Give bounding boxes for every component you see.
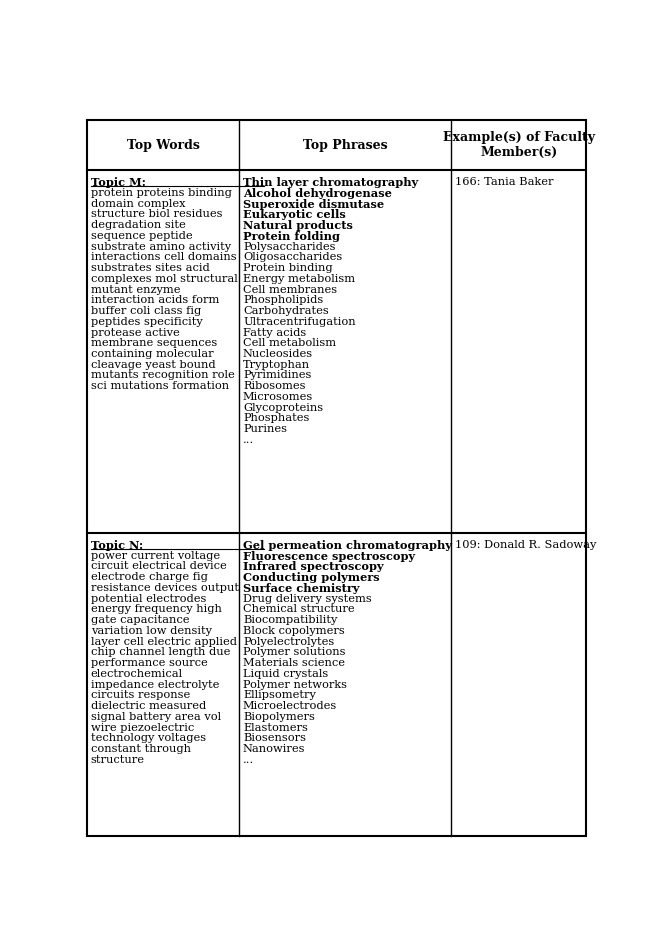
Text: structure biol residues: structure biol residues — [91, 209, 222, 220]
Text: Phosphates: Phosphates — [243, 413, 309, 423]
Text: Cell membranes: Cell membranes — [243, 285, 337, 294]
Text: technology voltages: technology voltages — [91, 734, 206, 743]
Text: potential electrodes: potential electrodes — [91, 594, 206, 604]
Text: Energy metabolism: Energy metabolism — [243, 273, 355, 284]
Text: power current voltage: power current voltage — [91, 551, 220, 561]
Text: substrate amino activity: substrate amino activity — [91, 241, 231, 252]
Text: protease active: protease active — [91, 327, 179, 338]
Text: protein proteins binding: protein proteins binding — [91, 188, 232, 198]
Text: Surface chemistry: Surface chemistry — [243, 583, 359, 594]
Text: Protein folding: Protein folding — [243, 231, 340, 241]
Text: Fluorescence spectroscopy: Fluorescence spectroscopy — [243, 551, 415, 562]
Text: variation low density: variation low density — [91, 626, 212, 636]
Text: Biopolymers: Biopolymers — [243, 712, 315, 722]
Text: sequence peptide: sequence peptide — [91, 231, 193, 240]
Text: resistance devices output: resistance devices output — [91, 583, 238, 593]
Text: Top Words: Top Words — [127, 139, 200, 152]
Text: Infrared spectroscopy: Infrared spectroscopy — [243, 561, 384, 572]
Text: Ellipsometry: Ellipsometry — [243, 690, 316, 701]
Text: Materials science: Materials science — [243, 658, 345, 669]
Text: Topic N:: Topic N: — [91, 540, 143, 551]
Text: impedance electrolyte: impedance electrolyte — [91, 680, 219, 689]
Text: 166: Tania Baker: 166: Tania Baker — [455, 177, 554, 187]
Text: Conducting polymers: Conducting polymers — [243, 572, 380, 583]
Text: Gel permeation chromatography: Gel permeation chromatography — [243, 540, 452, 551]
Text: Purines: Purines — [243, 424, 287, 434]
Text: mutant enzyme: mutant enzyme — [91, 285, 180, 294]
Text: ...: ... — [243, 754, 254, 765]
Text: mutants recognition role: mutants recognition role — [91, 371, 235, 380]
Text: circuit electrical device: circuit electrical device — [91, 561, 227, 571]
Text: Topic M:: Topic M: — [91, 177, 146, 188]
Text: membrane sequences: membrane sequences — [91, 339, 217, 348]
Text: Nanowires: Nanowires — [243, 744, 306, 754]
Text: electrode charge fig: electrode charge fig — [91, 572, 208, 582]
Text: Biocompatibility: Biocompatibility — [243, 615, 337, 625]
Text: Phospholipids: Phospholipids — [243, 295, 323, 306]
Text: interaction acids form: interaction acids form — [91, 295, 219, 306]
Text: Example(s) of Faculty
Member(s): Example(s) of Faculty Member(s) — [443, 131, 595, 159]
Text: Polysaccharides: Polysaccharides — [243, 241, 336, 252]
Text: wire piezoelectric: wire piezoelectric — [91, 722, 194, 733]
Text: Microelectrodes: Microelectrodes — [243, 702, 337, 711]
Text: Ultracentrifugation: Ultracentrifugation — [243, 317, 355, 327]
Text: layer cell electric applied: layer cell electric applied — [91, 637, 237, 647]
Text: Superoxide dismutase: Superoxide dismutase — [243, 199, 384, 209]
Text: Tryptophan: Tryptophan — [243, 359, 310, 370]
Text: Glycoproteins: Glycoproteins — [243, 403, 323, 413]
Text: peptides specificity: peptides specificity — [91, 317, 202, 327]
Text: Ribosomes: Ribosomes — [243, 381, 306, 391]
Text: complexes mol structural: complexes mol structural — [91, 273, 238, 284]
Text: circuits response: circuits response — [91, 690, 190, 701]
Text: buffer coli class fig: buffer coli class fig — [91, 306, 201, 316]
Text: Polymer networks: Polymer networks — [243, 680, 347, 689]
Text: Biosensors: Biosensors — [243, 734, 306, 743]
Text: domain complex: domain complex — [91, 199, 185, 208]
Text: Block copolymers: Block copolymers — [243, 626, 345, 636]
Text: Thin layer chromatography: Thin layer chromatography — [243, 177, 419, 188]
Text: Carbohydrates: Carbohydrates — [243, 306, 328, 316]
Text: degradation site: degradation site — [91, 220, 185, 230]
Text: interactions cell domains: interactions cell domains — [91, 253, 237, 262]
Text: 109: Donald R. Sadoway: 109: Donald R. Sadoway — [455, 540, 597, 550]
Text: signal battery area vol: signal battery area vol — [91, 712, 221, 722]
Text: electrochemical: electrochemical — [91, 669, 183, 679]
Text: Top Phrases: Top Phrases — [303, 139, 388, 152]
Text: Elastomers: Elastomers — [243, 722, 308, 733]
Text: Polyelectrolytes: Polyelectrolytes — [243, 637, 334, 647]
Text: Natural products: Natural products — [243, 220, 353, 231]
Text: ...: ... — [243, 435, 254, 445]
Text: Alcohol dehydrogenase: Alcohol dehydrogenase — [243, 188, 392, 199]
Text: Chemical structure: Chemical structure — [243, 604, 355, 615]
Text: gate capacitance: gate capacitance — [91, 615, 189, 625]
Text: cleavage yeast bound: cleavage yeast bound — [91, 359, 215, 370]
Text: Protein binding: Protein binding — [243, 263, 332, 273]
Text: sci mutations formation: sci mutations formation — [91, 381, 229, 391]
Text: substrates sites acid: substrates sites acid — [91, 263, 210, 273]
Text: Microsomes: Microsomes — [243, 392, 313, 402]
Text: chip channel length due: chip channel length due — [91, 648, 230, 657]
Text: containing molecular: containing molecular — [91, 349, 214, 359]
Text: energy frequency high: energy frequency high — [91, 604, 221, 615]
Text: Oligosaccharides: Oligosaccharides — [243, 253, 342, 262]
Text: Fatty acids: Fatty acids — [243, 327, 306, 338]
Text: Drug delivery systems: Drug delivery systems — [243, 594, 372, 604]
Text: Polymer solutions: Polymer solutions — [243, 648, 346, 657]
Text: Cell metabolism: Cell metabolism — [243, 339, 336, 348]
Text: constant through: constant through — [91, 744, 191, 754]
Text: structure: structure — [91, 754, 145, 765]
Text: dielectric measured: dielectric measured — [91, 702, 206, 711]
Text: Nucleosides: Nucleosides — [243, 349, 313, 359]
Text: Liquid crystals: Liquid crystals — [243, 669, 328, 679]
Text: Eukaryotic cells: Eukaryotic cells — [243, 209, 346, 221]
Text: performance source: performance source — [91, 658, 208, 669]
Text: Pyrimidines: Pyrimidines — [243, 371, 311, 380]
